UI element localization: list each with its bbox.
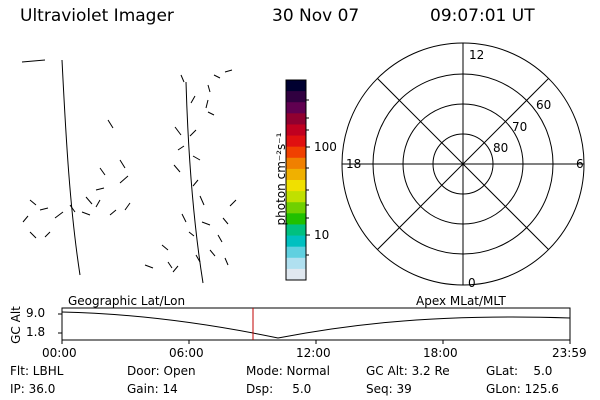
- info-gc-alt: GC Alt: 3.2 Re: [366, 364, 450, 378]
- mlt-label-0: 0: [468, 276, 476, 290]
- timeline-ticks: [58, 313, 571, 344]
- info-glat: GLat: 5.0: [486, 364, 553, 378]
- colorbar-swatch: [286, 246, 306, 259]
- date-label: 30 Nov 07: [272, 6, 360, 26]
- colorbar-swatch: [286, 91, 306, 103]
- colorbar-swatch: [286, 180, 306, 192]
- colorbar-swatch: [286, 113, 306, 125]
- timeline-left-title: Geographic Lat/Lon: [68, 294, 186, 308]
- colorbar-unit-label: photon cm⁻²s⁻¹: [274, 132, 288, 226]
- diagonal-2: [377, 78, 549, 250]
- timeline-frame: [61, 307, 571, 341]
- info-ip: IP: 36.0: [10, 382, 56, 396]
- colorbar-swatch: [286, 257, 306, 270]
- meridian-line-left: [61, 59, 81, 276]
- info-mode: Mode: Normal: [246, 364, 330, 378]
- colorbar-swatch: [286, 213, 306, 225]
- info-glon: GLon: 125.6: [486, 382, 559, 396]
- timeline-x-tick-2359: 23:59: [552, 346, 587, 360]
- timeline-x-tick-0000: 00:00: [42, 346, 77, 360]
- lat-label-70: 70: [512, 120, 528, 134]
- colorbar-swatch: [286, 124, 306, 137]
- colorbar-tick-10: 10: [314, 228, 330, 242]
- info-door: Door: Open: [127, 364, 196, 378]
- polar-plot: [341, 42, 585, 286]
- geographic-map: [21, 59, 237, 284]
- coastline-dashes: [21, 59, 237, 273]
- timeline-x-tick-1200: 12:00: [296, 346, 331, 360]
- colorbar-swatch: [286, 168, 306, 181]
- info-gain: Gain: 14: [127, 382, 178, 396]
- timeline-right-title: Apex MLat/MLT: [416, 294, 506, 308]
- colorbar-swatch: [286, 80, 306, 92]
- colorbar-ticks: [306, 99, 310, 256]
- timeline-x-tick-1800: 18:00: [423, 346, 458, 360]
- lat-label-60: 60: [536, 98, 552, 112]
- info-filter: Flt: LBHL: [10, 364, 64, 378]
- colorbar-frame: [285, 79, 307, 281]
- meridian-line-right: [185, 81, 204, 284]
- timeline-plot: [58, 307, 571, 344]
- colorbar-swatch: [286, 191, 306, 203]
- mlt-label-18: 18: [346, 157, 362, 171]
- timeline-y-tick-9: 9.0: [26, 306, 46, 320]
- colorbar-swatch: [286, 157, 306, 170]
- info-seq: Seq: 39: [366, 382, 412, 396]
- timeline-x-tick-0600: 06:00: [169, 346, 204, 360]
- colorbar-swatch: [286, 202, 306, 214]
- colorbar-tick-100: 100: [314, 140, 337, 154]
- lat-label-80: 80: [493, 141, 509, 155]
- colorbar: [285, 79, 310, 281]
- info-dsp: Dsp: 5.0: [246, 382, 312, 396]
- colorbar-swatch: [286, 235, 306, 248]
- colorbar-swatch: [286, 102, 306, 114]
- colorbar-swatch: [286, 146, 306, 159]
- time-label: 09:07:01 UT: [430, 6, 535, 26]
- colorbar-swatch: [286, 224, 306, 237]
- app-title: Ultraviolet Imager: [20, 6, 174, 26]
- colorbar-swatch: [286, 268, 306, 281]
- colorbar-swatch: [286, 135, 306, 148]
- timeline-y-axis-label: GC Alt: [9, 306, 23, 344]
- mlt-label-12: 12: [469, 48, 485, 62]
- gc-altitude-curve: [61, 311, 571, 339]
- mlt-label-6: 6: [576, 157, 584, 171]
- timeline-y-tick-1-8: 1.8: [26, 325, 46, 339]
